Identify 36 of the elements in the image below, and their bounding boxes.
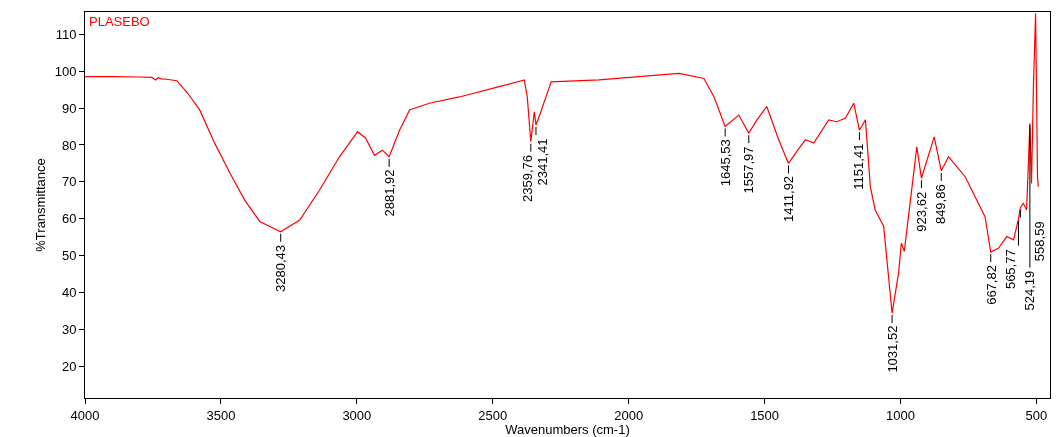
- annotation: 524,19: [1022, 270, 1038, 311]
- annotation: 667,82: [983, 265, 999, 305]
- y-tick-label: 20: [61, 359, 77, 375]
- x-axis-title: Wavenumbers (cm-1): [505, 422, 630, 437]
- y-tick-label: 90: [61, 100, 77, 116]
- annotation: 923,62: [914, 191, 930, 232]
- annotation: 2881,92: [381, 169, 397, 217]
- y-tick-label: 70: [61, 174, 77, 190]
- text: PLASEBO: [89, 14, 150, 29]
- y-tick-label: 100: [54, 63, 77, 79]
- y-tick-label: 110: [55, 26, 77, 42]
- x-tick-label: 1500: [750, 407, 780, 423]
- x-tick-label: 1000: [886, 407, 915, 423]
- annotation: 1557,97: [741, 146, 757, 194]
- annotation: 1645,53: [718, 139, 734, 187]
- annotation: 1411,92: [781, 175, 797, 222]
- annotation: 558,59: [1031, 221, 1047, 262]
- annotation: 1031,52: [884, 325, 900, 373]
- y-tick-label: 40: [61, 285, 77, 301]
- x-tick-label: 4000: [70, 407, 100, 423]
- annotation: 849,86: [933, 184, 949, 225]
- x-tick-label: 2500: [478, 407, 508, 423]
- x-tick-label: 500: [1025, 407, 1048, 423]
- y-tick-label: 50: [61, 248, 77, 264]
- y-tick-label: 30: [61, 322, 77, 338]
- annotation: 565,77: [1002, 249, 1018, 290]
- y-tick-label: 80: [61, 137, 77, 153]
- annotation: 2341,41: [535, 138, 551, 186]
- annotation: 1151,41: [851, 143, 867, 190]
- annotation: 2359,76: [519, 154, 535, 202]
- x-tick-label: 3500: [206, 407, 236, 423]
- y-axis-title: %Transmittance: [32, 158, 48, 252]
- annotation: 3280,43: [273, 245, 289, 292]
- y-tick-label: 60: [61, 211, 77, 227]
- x-tick-label: 3000: [342, 407, 372, 423]
- x-tick-label: 2000: [614, 407, 644, 423]
